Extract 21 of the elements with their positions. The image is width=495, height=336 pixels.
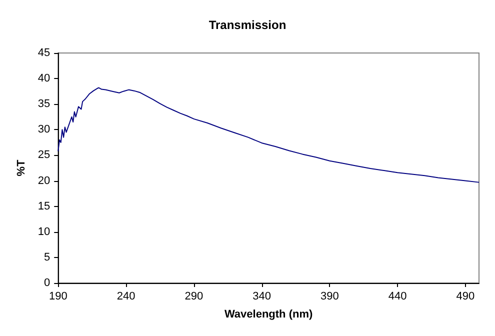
y-axis-title: %T [16, 159, 28, 176]
x-tick-label: 490 [456, 290, 475, 302]
x-tick-label: 240 [116, 290, 136, 302]
y-tick-label: 10 [38, 226, 50, 238]
y-tick-label: 35 [38, 98, 50, 110]
y-tick-label: 20 [38, 174, 50, 187]
x-tick-label: 390 [320, 290, 339, 302]
y-tick-label: 30 [38, 124, 50, 136]
line-series [58, 87, 480, 183]
y-tick-label: 0 [44, 277, 50, 289]
x-tick-label: 290 [184, 290, 204, 302]
y-tick-label: 5 [44, 251, 50, 264]
y-tick-label: 15 [38, 200, 50, 212]
x-axis-title: Wavelength (nm) [224, 308, 313, 320]
y-tick-label: 25 [38, 149, 50, 162]
y-tick-label: 40 [38, 72, 50, 85]
chart-title: Transmission [208, 18, 286, 32]
y-tick-label: 45 [38, 47, 50, 59]
x-tick-label: 190 [48, 290, 68, 302]
x-tick-label: 440 [388, 290, 407, 302]
x-tick-label: 340 [252, 290, 271, 302]
